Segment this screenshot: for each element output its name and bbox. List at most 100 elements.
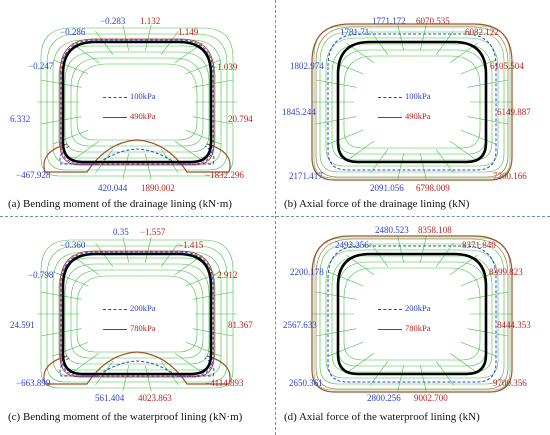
grid-radial-line <box>460 129 497 145</box>
panel-c-value: 81.367 <box>228 320 253 330</box>
grid-ring <box>313 25 511 179</box>
grid-radial-line <box>449 141 478 162</box>
grid-ring <box>70 57 204 147</box>
grid-radial-line <box>420 153 427 180</box>
grid-radial-line <box>185 341 222 357</box>
grid-radial-line <box>122 153 129 180</box>
panel-b-value: 6082.122 <box>465 27 499 37</box>
panel-b-caption: (b) Axial force of the drainage lining (… <box>284 198 470 210</box>
series-high-pressure-curve <box>311 23 513 181</box>
panel-c-value: −1.557 <box>140 227 166 237</box>
grid-radial-line <box>145 153 152 180</box>
grid-radial-line <box>420 236 427 263</box>
panel-b-legend-blue: 100kPa <box>405 91 431 101</box>
series-high-pressure-curve <box>43 139 231 173</box>
grid-ring <box>319 31 505 173</box>
panel-a-value: −1832.296 <box>205 170 244 180</box>
panel-c-legend-blue-line <box>103 309 127 310</box>
panel-b-value: 2091.056 <box>370 183 404 193</box>
panel-c-value: 4023.863 <box>138 393 172 403</box>
series-low-pressure-curve <box>327 33 497 171</box>
tunnel-lining <box>61 40 213 164</box>
grid-ring <box>313 237 511 391</box>
grid-ring <box>343 55 481 149</box>
series-high-pressure-outline <box>59 38 215 166</box>
panel-c-value: −0.798 <box>28 270 54 280</box>
grid-ring <box>52 39 222 165</box>
panel-a-value: −0.283 <box>100 16 126 26</box>
grid-radial-line <box>420 24 427 51</box>
grid-radial-line <box>192 79 233 88</box>
panel-a-value: 1890.002 <box>141 183 175 193</box>
grid-radial-line <box>397 153 404 180</box>
panel-a-legend-blue: 100kPa <box>130 91 156 101</box>
grid-radial-line <box>327 271 364 287</box>
panel-d-value: 2200.178 <box>290 267 324 277</box>
series-high-pressure-curve <box>43 351 231 385</box>
grid-radial-line <box>145 24 152 51</box>
panel-c-value: −0.360 <box>60 240 86 250</box>
panel-c-value: 561.404 <box>95 393 125 403</box>
grid-ring <box>40 239 234 389</box>
grid-radial-line <box>145 236 152 263</box>
panel-d-legend-red: 780kPa <box>405 323 431 333</box>
panel-b-value: 1771.172 <box>372 16 406 26</box>
panel-a-value: −1.039 <box>212 62 238 72</box>
panel-b-value: 6070.535 <box>416 16 450 26</box>
panel-c-value: −1.415 <box>178 240 204 250</box>
horizontal-separator <box>0 216 550 217</box>
grid-ring <box>337 261 487 367</box>
grid-ring <box>64 51 210 153</box>
grid-radial-line <box>185 129 222 145</box>
panel-c-legend-red: 780kPa <box>130 323 156 333</box>
panel-d-value: 2480.523 <box>375 225 409 235</box>
grid-radial-line <box>185 59 222 75</box>
panel-d-caption: (d) Axial force of the waterproof lining… <box>284 411 480 423</box>
panel-c-value: −663.899 <box>16 378 51 388</box>
panel-c-value: 24.591 <box>10 320 35 330</box>
grid-radial-line <box>52 129 89 145</box>
panel-b-legend-red: 490kPa <box>405 111 431 121</box>
grid-radial-line <box>316 79 357 88</box>
grid-radial-line <box>449 353 478 374</box>
panel-a-value: −0.247 <box>28 61 54 71</box>
panel-d-value: 8371.840 <box>462 240 496 250</box>
grid-ring <box>319 243 505 385</box>
panel-b-value: 1845.244 <box>282 107 316 117</box>
panel-d-value: 2493.256 <box>335 240 369 250</box>
grid-radial-line <box>397 24 404 51</box>
grid-ring <box>325 249 499 379</box>
grid-radial-line <box>467 116 508 125</box>
vertical-separator <box>275 0 276 435</box>
panel-b-legend-red-line <box>378 117 402 118</box>
grid-ring <box>331 255 493 373</box>
panel-b-value: 1802.974 <box>290 61 324 71</box>
panel-b-value: 2171.417 <box>289 171 323 181</box>
panel-a-value: 20.794 <box>228 114 253 124</box>
grid-ring <box>58 257 216 371</box>
panel-b-value: 7200.166 <box>493 171 527 181</box>
grid-ring <box>343 267 481 361</box>
grid-ring <box>64 263 210 365</box>
panel-d-value: 8444.353 <box>497 320 531 330</box>
grid-radial-line <box>420 365 427 392</box>
panel-b-value: 6798.009 <box>416 183 450 193</box>
panel-c-value: −2.912 <box>212 270 238 280</box>
grid-radial-line <box>316 291 357 300</box>
grid-radial-line <box>52 59 89 75</box>
grid-radial-line <box>174 141 203 162</box>
panel-d-legend-blue-line <box>378 309 402 310</box>
panel-a-legend-blue-line <box>103 97 127 98</box>
panel-d-value: 9700.356 <box>493 378 527 388</box>
panel-b-legend-blue-line <box>378 97 402 98</box>
panel-a-value: 1.132 <box>140 16 161 26</box>
grid-radial-line <box>122 236 129 263</box>
grid-radial-line <box>52 341 89 357</box>
grid-ring <box>76 275 198 353</box>
grid-radial-line <box>145 365 152 392</box>
grid-radial-line <box>397 236 404 263</box>
panel-b-value: 6105.504 <box>490 61 524 71</box>
grid-radial-line <box>52 271 89 287</box>
panel-b-value: 1781.71 <box>340 27 370 37</box>
